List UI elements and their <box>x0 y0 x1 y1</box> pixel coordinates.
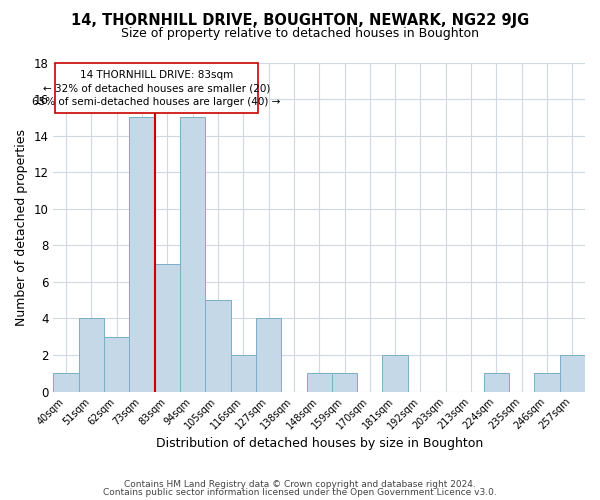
Bar <box>180 118 205 392</box>
Bar <box>256 318 281 392</box>
Text: 65% of semi-detached houses are larger (40) →: 65% of semi-detached houses are larger (… <box>32 97 281 107</box>
Bar <box>484 374 509 392</box>
Text: 14, THORNHILL DRIVE, BOUGHTON, NEWARK, NG22 9JG: 14, THORNHILL DRIVE, BOUGHTON, NEWARK, N… <box>71 12 529 28</box>
Bar <box>560 355 585 392</box>
Text: Contains public sector information licensed under the Open Government Licence v3: Contains public sector information licen… <box>103 488 497 497</box>
Text: Contains HM Land Registry data © Crown copyright and database right 2024.: Contains HM Land Registry data © Crown c… <box>124 480 476 489</box>
Bar <box>230 355 256 392</box>
Text: Size of property relative to detached houses in Boughton: Size of property relative to detached ho… <box>121 28 479 40</box>
Bar <box>155 264 180 392</box>
Bar <box>535 374 560 392</box>
Bar <box>307 374 332 392</box>
Bar <box>382 355 408 392</box>
Bar <box>104 336 130 392</box>
FancyBboxPatch shape <box>55 64 259 113</box>
Bar <box>205 300 230 392</box>
Y-axis label: Number of detached properties: Number of detached properties <box>15 128 28 326</box>
Bar <box>53 374 79 392</box>
Bar <box>130 118 155 392</box>
Text: 14 THORNHILL DRIVE: 83sqm: 14 THORNHILL DRIVE: 83sqm <box>80 70 233 80</box>
Text: ← 32% of detached houses are smaller (20): ← 32% of detached houses are smaller (20… <box>43 84 270 94</box>
Bar <box>332 374 357 392</box>
X-axis label: Distribution of detached houses by size in Boughton: Distribution of detached houses by size … <box>155 437 483 450</box>
Bar <box>79 318 104 392</box>
